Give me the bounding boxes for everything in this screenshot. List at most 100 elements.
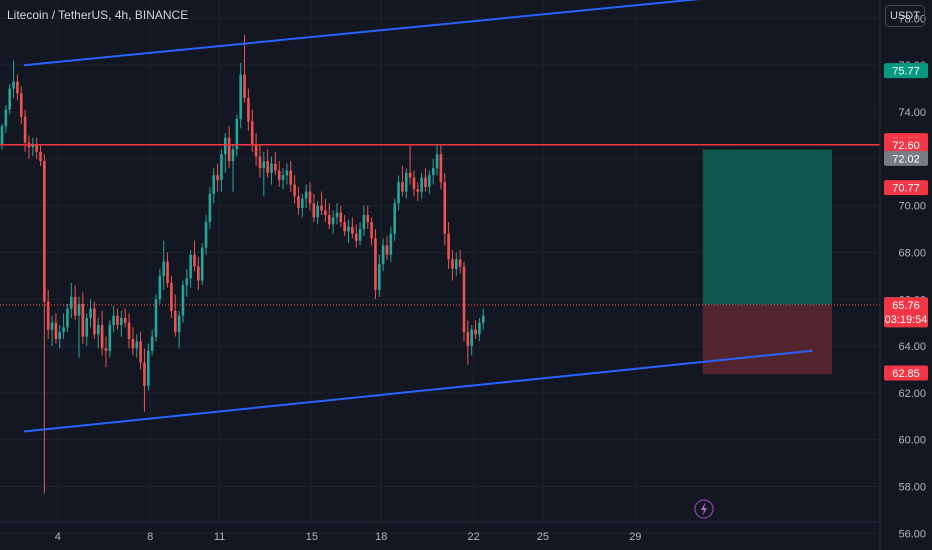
lightning-icon-circle: [694, 499, 714, 519]
candle-body: [478, 322, 481, 335]
candle: [339, 205, 343, 227]
candle-body: [404, 172, 408, 192]
price-axis[interactable]: [880, 0, 932, 550]
candle: [401, 165, 404, 197]
candle-body: [274, 163, 277, 171]
candle: [143, 348, 146, 412]
x-tick-label: 15: [306, 531, 318, 543]
candle-body: [339, 212, 343, 223]
candle: [397, 175, 400, 211]
candle: [166, 252, 169, 288]
candle-body: [227, 137, 231, 162]
candle-body: [320, 205, 323, 211]
candle-body: [200, 247, 204, 281]
candle-body: [127, 322, 131, 340]
price-label: 72.60: [884, 137, 928, 153]
candle: [4, 105, 8, 134]
candle: [173, 294, 177, 337]
candle-body: [416, 189, 420, 192]
candle: [66, 303, 69, 333]
candle-body: [324, 210, 327, 215]
candle: [327, 203, 331, 230]
lightning-icon[interactable]: [694, 499, 714, 519]
candle-body: [181, 285, 185, 316]
candle: [289, 161, 293, 192]
price-label-bg: [884, 137, 928, 153]
candle: [120, 310, 123, 337]
candle: [116, 308, 119, 330]
candle-body: [401, 182, 404, 192]
candle-body: [135, 341, 139, 349]
price-label: 75.77: [884, 63, 928, 79]
candle-body: [150, 336, 154, 351]
channel-lower-line[interactable]: [23, 349, 813, 433]
price-label-text: 62.85: [892, 368, 920, 380]
candle-body: [0, 126, 4, 145]
candle: [404, 168, 408, 199]
candle-body: [466, 332, 470, 347]
candle-body: [451, 259, 454, 269]
candle: [466, 320, 470, 365]
candle: [439, 144, 443, 190]
candle-body: [243, 74, 246, 98]
candle: [216, 163, 219, 192]
long-position-target-zone[interactable]: [702, 149, 833, 305]
price-label: 65.76 03:19:54: [884, 297, 928, 328]
candle-body: [362, 215, 366, 230]
candle-body: [93, 308, 96, 335]
candle-body: [343, 222, 346, 232]
candle: [220, 149, 223, 192]
candle-body: [381, 245, 385, 265]
candle: [455, 252, 458, 276]
candle: [431, 158, 435, 185]
candle-body: [123, 317, 127, 323]
candle: [212, 168, 216, 204]
candle-body: [366, 215, 370, 223]
candle-body: [281, 175, 285, 180]
currency-button[interactable]: USDT: [885, 5, 925, 27]
y-tick-label: 56.00: [898, 528, 926, 540]
candle: [123, 308, 127, 328]
candle: [301, 193, 304, 218]
candle-body: [16, 81, 19, 94]
candles: [0, 34, 485, 494]
candle-body: [185, 278, 189, 286]
candle-body: [66, 308, 69, 328]
candle-body: [447, 233, 450, 260]
candle-body: [73, 296, 77, 316]
candle: [416, 182, 420, 201]
candle-body: [70, 296, 73, 309]
candle-body: [327, 215, 331, 225]
candle: [412, 170, 416, 197]
candle: [70, 282, 73, 318]
long-position-stop-zone[interactable]: [702, 304, 833, 375]
candle-body: [285, 170, 289, 176]
price-label: 72.02: [884, 150, 928, 166]
candle-body: [289, 170, 293, 185]
candle: [343, 215, 346, 237]
x-tick-label: 8: [147, 531, 153, 543]
candle: [181, 280, 185, 323]
candle: [208, 186, 212, 230]
candle-body: [239, 74, 242, 120]
candle: [243, 34, 246, 103]
candle-body: [354, 233, 358, 241]
candle-body: [378, 264, 381, 290]
candle-body: [8, 88, 11, 110]
channel-upper-line[interactable]: [23, 0, 812, 67]
candle-body: [270, 163, 273, 173]
candle-body: [235, 119, 239, 150]
candle-body: [370, 222, 373, 239]
candle: [420, 172, 423, 199]
candle: [458, 250, 462, 274]
candle: [150, 329, 154, 356]
candle-body: [54, 322, 58, 340]
candle: [320, 191, 323, 215]
candle: [374, 229, 377, 300]
countdown-text: 03:19:54: [885, 314, 928, 326]
candle: [443, 172, 447, 246]
candle-body: [197, 266, 200, 281]
chart-title: Litecoin / TetherUS, 4h, BINANCE: [7, 8, 189, 22]
candle: [100, 310, 104, 356]
